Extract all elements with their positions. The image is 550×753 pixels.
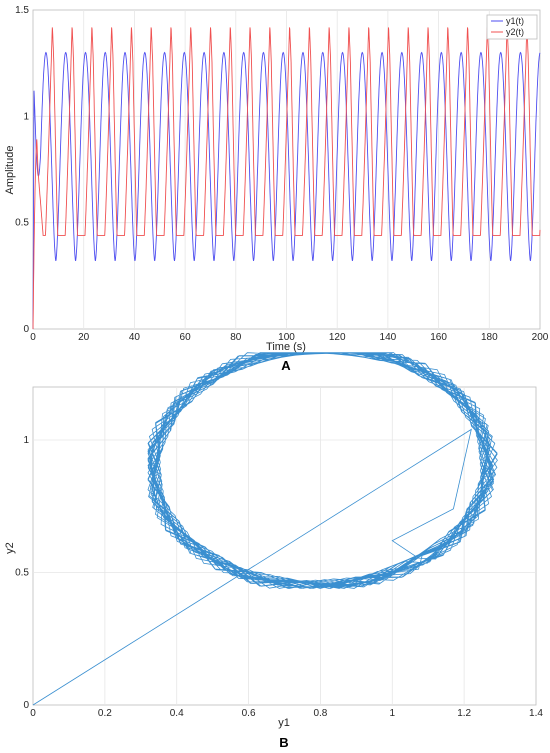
phase-portrait-xtick-label: 0.8 — [313, 708, 327, 719]
time-series-xtick-label: 20 — [78, 332, 90, 343]
time-series-xtick-label: 100 — [278, 332, 295, 343]
time-series-xtick-label: 0 — [30, 332, 36, 343]
time-series-xtick-label: 160 — [430, 332, 447, 343]
phase-portrait-ytick-label: 0.5 — [15, 568, 29, 579]
time-series-xlabel: Time (s) — [266, 341, 306, 353]
time-series-ytick-label: 1 — [23, 111, 29, 122]
panel-label-a: A — [281, 358, 291, 373]
legend-label-y2: y2(t) — [506, 27, 524, 37]
phase-portrait-xtick-label: 0.2 — [98, 708, 112, 719]
time-series-xtick-label: 80 — [230, 332, 242, 343]
phase-portrait-xtick-label: 1.4 — [529, 708, 543, 719]
time-series-ytick-label: 1.5 — [15, 5, 29, 16]
phase-portrait-xtick-label: 0 — [30, 708, 36, 719]
phase-portrait-grid — [33, 387, 536, 705]
phase-portrait-xtick-label: 1 — [390, 708, 396, 719]
time-series-xtick-label: 140 — [380, 332, 397, 343]
time-series-lines — [32, 27, 541, 330]
phase-portrait-chart: 0 0.2 0.4 0.6 0.8 1 1.2 1.4 0 0.5 1 y1 y2 B — [4, 352, 543, 750]
panel-label-b: B — [279, 735, 288, 750]
phase-portrait-ytick-label: 1 — [23, 435, 29, 446]
legend-label-y1: y1(t) — [506, 16, 524, 26]
time-series-xtick-label: 120 — [329, 332, 346, 343]
time-series-xtick-label: 40 — [129, 332, 141, 343]
time-series-ytick-label: 0 — [23, 324, 29, 335]
legend-box — [486, 14, 538, 40]
phase-portrait-xtick-label: 1.2 — [457, 708, 471, 719]
time-series-ticks: 0 20 40 60 80 100 120 140 160 180 200 0 0.5 1 1.5 — [15, 5, 549, 343]
time-series-chart: 0 20 40 60 80 100 120 140 160 180 200 0 0.5 1 1.5 Time… — [4, 5, 549, 373]
y1-series-line — [32, 51, 541, 330]
phase-portrait-ticks: 0 0.2 0.4 0.6 0.8 1 1.2 1.4 0 0.5 1 — [15, 435, 543, 719]
time-series-legend: y1(t) y2(t) — [486, 14, 538, 40]
phase-portrait-xtick-label: 0.4 — [170, 708, 184, 719]
y2-series-line — [32, 27, 541, 330]
phase-portrait-ytick-label: 0 — [23, 700, 29, 711]
time-series-xtick-label: 60 — [180, 332, 192, 343]
phase-portrait-xlabel: y1 — [278, 717, 290, 729]
phase-portrait-lines — [32, 352, 498, 706]
phase-portrait-ylabel: y2 — [4, 542, 16, 554]
time-series-ytick-label: 0.5 — [15, 218, 29, 229]
phase-portrait-xtick-label: 0.6 — [242, 708, 256, 719]
time-series-xtick-label: 180 — [481, 332, 498, 343]
time-series-ylabel: Amplitude — [4, 146, 16, 195]
phase-trajectory-line — [32, 352, 498, 706]
time-series-xtick-label: 200 — [532, 332, 549, 343]
